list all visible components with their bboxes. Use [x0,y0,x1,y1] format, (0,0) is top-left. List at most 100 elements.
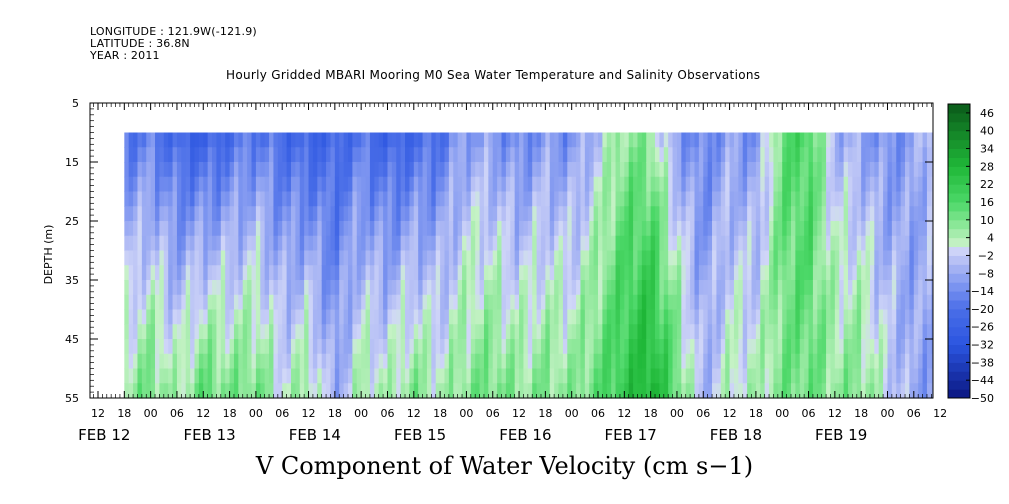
heatmap-cell [628,265,634,281]
heatmap-cell [216,309,222,325]
heatmap-cell [628,353,634,370]
heatmap-cell [405,324,411,340]
heatmap-cell [830,383,836,399]
heatmap-cell [207,221,213,237]
heatmap-cell [194,132,200,148]
heatmap-cell [558,383,564,399]
heatmap-cell [764,368,770,384]
heatmap-cell [440,368,446,384]
heatmap-cell [755,324,761,340]
heatmap-cell [861,191,867,207]
heatmap-cell [361,265,367,281]
heatmap-cell [918,309,924,325]
heatmap-cell [448,309,454,325]
heatmap-cell [624,353,630,370]
heatmap-cell [198,147,204,163]
heatmap-cell [659,191,665,207]
heatmap-cell [602,162,608,178]
heatmap-cell [900,147,906,163]
heatmap-cell [378,368,384,384]
heatmap-cell [786,265,792,281]
heatmap-cell [378,221,384,237]
heatmap-cell [650,162,656,178]
heatmap-cell [843,353,849,370]
heatmap-cell [769,294,775,311]
heatmap-cell [290,162,296,178]
heatmap-cell [646,280,652,296]
heatmap-cell [282,324,288,340]
heatmap-cell [185,147,191,163]
heatmap-cell [128,162,134,178]
heatmap-cell [422,132,428,148]
heatmap-cell [317,280,323,296]
heatmap-cell [233,324,239,340]
heatmap-cell [747,265,753,281]
heatmap-cell [830,147,836,163]
heatmap-cell [409,309,415,325]
heatmap-cell [790,294,796,311]
heatmap-cell [703,162,709,178]
heatmap-cell [633,206,639,222]
heatmap-cell [637,132,643,148]
heatmap-cell [729,368,735,384]
heatmap-cell [878,294,884,311]
heatmap-cell [672,191,678,207]
heatmap-cell [440,221,446,237]
heatmap-cell [475,132,481,148]
heatmap-cell [795,294,801,311]
heatmap-cell [659,235,665,252]
heatmap-cell [527,265,533,281]
heatmap-cell [155,309,161,325]
heatmap-cell [523,294,529,311]
heatmap-cell [554,339,560,355]
heatmap-cell [540,368,546,384]
heatmap-cell [339,162,345,178]
heatmap-cell [247,324,253,340]
heatmap-cell [799,147,805,163]
heatmap-cell [422,309,428,325]
heatmap-cell [391,383,397,399]
heatmap-cell [540,280,546,296]
heatmap-cell [317,191,323,207]
heatmap-cell [527,206,533,222]
heatmap-cell [514,265,520,281]
heatmap-cell [799,280,805,296]
heatmap-cell [308,176,314,193]
heatmap-cell [321,368,327,384]
heatmap-cell [716,265,722,281]
heatmap-cell [720,339,726,355]
heatmap-cell [891,353,897,370]
heatmap-cell [505,339,511,355]
heatmap-cell [580,309,586,325]
heatmap-cell [624,339,630,355]
heatmap-cell [909,147,915,163]
heatmap-cell [168,280,174,296]
heatmap-cell [659,353,665,370]
heatmap-cell [869,221,875,237]
heatmap-cell [479,162,485,178]
heatmap-cell [479,353,485,370]
heatmap-cell [896,206,902,222]
heatmap-cell [479,383,485,399]
heatmap-cell [519,250,525,266]
heatmap-cell [830,309,836,325]
heatmap-cell [488,353,494,370]
heatmap-cell [475,235,481,252]
x-hour-label: 12 [302,407,316,420]
heatmap-cell [453,324,459,340]
heatmap-cell [304,235,310,252]
heatmap-cell [488,368,494,384]
heatmap-cell [729,265,735,281]
heatmap-cell [431,368,437,384]
heatmap-cell [383,147,389,163]
x-hour-label: 18 [117,407,131,420]
heatmap-cell [549,309,555,325]
heatmap-cell [155,339,161,355]
heatmap-cell [159,368,165,384]
heatmap-cell [264,339,270,355]
heatmap-cell [878,309,884,325]
heatmap-cell [290,250,296,266]
heatmap-cell [207,324,213,340]
heatmap-cell [194,339,200,355]
heatmap-cell [510,206,516,222]
